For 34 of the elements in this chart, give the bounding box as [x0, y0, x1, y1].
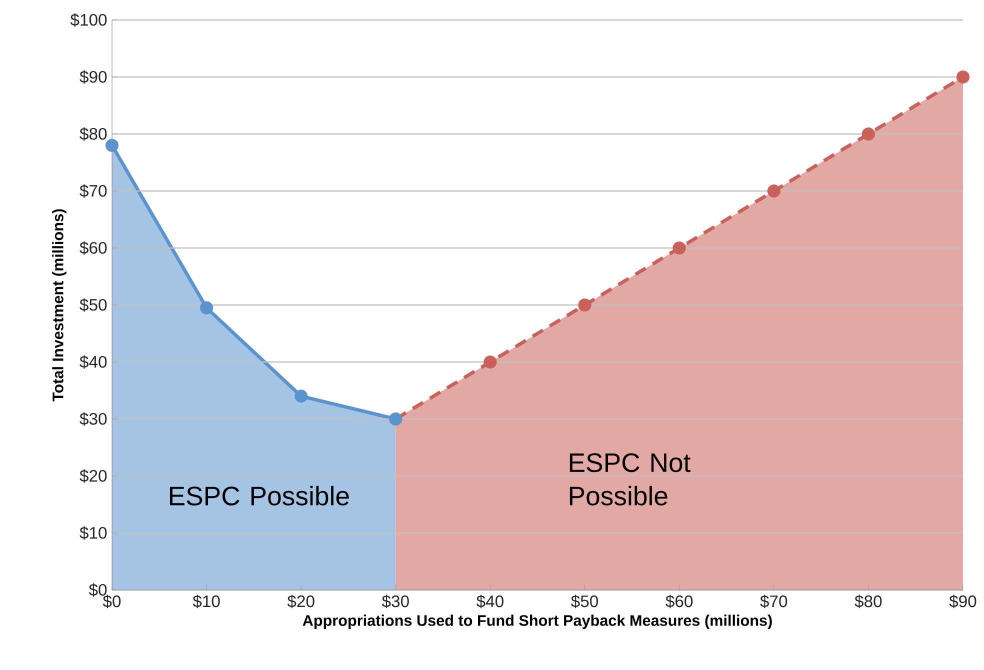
- x-tick-label: $40: [476, 594, 504, 608]
- x-tick-label: $20: [287, 594, 314, 608]
- y-tick-label: $10: [80, 526, 107, 540]
- y-tick-label: $50: [80, 298, 107, 312]
- annotation: ESPC Not Possible: [570, 453, 691, 506]
- x-tick-label: $80: [854, 594, 882, 608]
- x-tick-label: $30: [382, 594, 409, 608]
- y-tick-label: $0: [88, 583, 107, 597]
- x-tick-label: $0: [102, 594, 121, 608]
- point: [956, 70, 970, 84]
- y-tick-label: $60: [80, 241, 107, 255]
- point: [200, 301, 214, 314]
- x-tick-label: $70: [760, 594, 788, 608]
- y-tick-label: $80: [80, 127, 107, 141]
- x-tick-label: $50: [571, 594, 598, 608]
- y-tick-label: $100: [70, 13, 107, 27]
- point: [672, 241, 686, 255]
- point: [578, 298, 592, 312]
- point: [105, 138, 119, 152]
- x-tick-label: $10: [192, 594, 220, 608]
- annotation: ESPC Possible: [170, 486, 349, 506]
- x-tick-label: $90: [949, 594, 976, 608]
- y-tick-label: $70: [80, 184, 107, 198]
- y-axis-title: Total Investment (millions): [52, 209, 66, 402]
- x-axis-title: Appropriations Used to Fund Short Payback Measures (millions): [302, 614, 772, 629]
- y-tick-label: $30: [80, 412, 107, 426]
- point: [294, 390, 308, 403]
- point: [862, 127, 875, 141]
- point: [767, 184, 780, 198]
- x-tick-label: $60: [666, 594, 693, 608]
- y-tick-label: $20: [80, 469, 107, 483]
- y-tick-label: $40: [80, 355, 107, 369]
- y-tick-label: $90: [80, 70, 107, 84]
- point: [484, 355, 497, 369]
